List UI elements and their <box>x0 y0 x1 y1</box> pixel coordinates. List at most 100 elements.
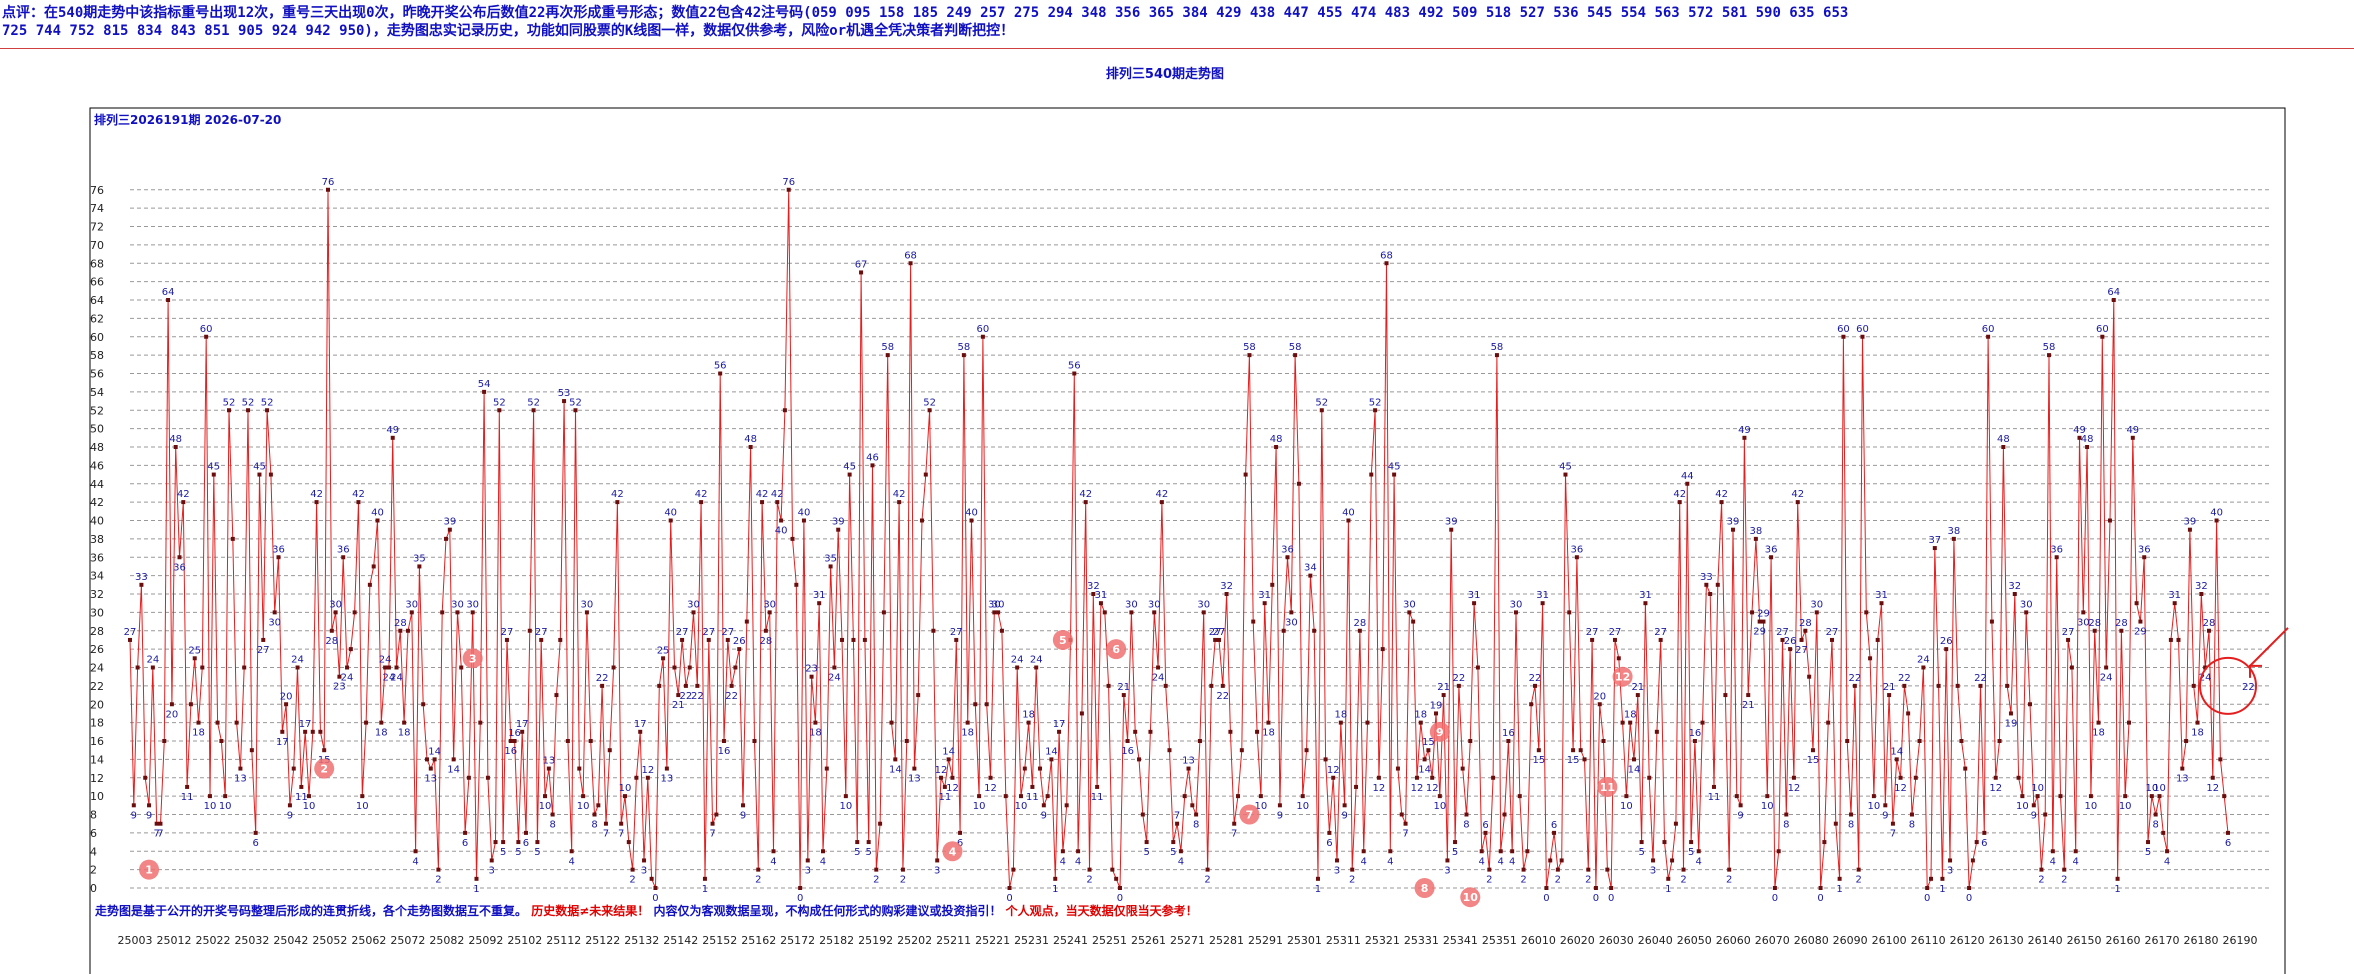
data-point <box>1578 748 1583 753</box>
x-tick-label: 26100 <box>1872 934 1907 947</box>
data-point-label: 52 <box>1315 397 1328 408</box>
data-point-label: 0 <box>1006 893 1012 904</box>
data-point-label: 48 <box>169 434 182 445</box>
data-point <box>1902 683 1907 688</box>
data-point-label: 27 <box>257 645 270 656</box>
data-point <box>1007 886 1012 890</box>
data-point-label: 12 <box>935 765 948 776</box>
data-point <box>1544 886 1549 890</box>
data-point-label: 56 <box>1068 361 1081 372</box>
data-point <box>162 739 167 743</box>
data-point <box>1312 628 1317 633</box>
y-tick-label: 38 <box>90 533 104 546</box>
data-point-label: 45 <box>253 462 266 473</box>
data-point-label: 5 <box>2145 847 2151 858</box>
data-point <box>440 610 445 615</box>
data-point <box>1970 858 1975 863</box>
data-point-label: 13 <box>2176 774 2189 785</box>
data-point-label: 21 <box>1883 682 1896 693</box>
x-tick-label: 26160 <box>2106 934 2141 947</box>
data-point-label: 2 <box>873 875 879 886</box>
data-point <box>474 876 479 881</box>
annotation-marker <box>1429 721 1450 742</box>
data-point <box>1711 784 1716 789</box>
data-point-label: 3 <box>1444 865 1450 876</box>
data-point <box>348 647 353 652</box>
data-point <box>1369 472 1374 477</box>
y-tick-label: 26 <box>90 643 104 656</box>
data-point <box>1536 748 1541 753</box>
data-point <box>973 702 978 707</box>
data-point-label: 18 <box>2092 728 2105 739</box>
data-point <box>1715 582 1720 587</box>
data-point <box>1106 683 1111 688</box>
data-point <box>1951 536 1956 541</box>
data-point <box>1361 849 1366 854</box>
data-point <box>988 775 993 780</box>
data-point-label: 32 <box>1220 581 1233 592</box>
data-point <box>626 840 631 845</box>
data-point <box>702 876 707 881</box>
y-tick-label: 30 <box>90 606 104 619</box>
data-point-label: 52 <box>493 397 506 408</box>
data-point-label: 11 <box>181 792 194 803</box>
x-tick-label: 26130 <box>1989 934 2024 947</box>
data-point <box>520 729 525 734</box>
data-point <box>718 371 723 376</box>
data-point-label: 52 <box>1369 397 1382 408</box>
data-point <box>809 674 814 679</box>
data-point <box>1517 794 1522 799</box>
data-point <box>977 794 982 799</box>
data-point-label: 45 <box>843 462 856 473</box>
data-point <box>1057 729 1062 734</box>
data-point <box>2088 794 2093 799</box>
data-point-label: 31 <box>1536 590 1549 601</box>
data-point <box>748 445 753 449</box>
data-point-label: 14 <box>889 764 902 775</box>
data-point <box>276 555 281 560</box>
data-point <box>1232 821 1237 826</box>
data-point <box>569 849 574 854</box>
data-point <box>261 637 266 642</box>
data-point-label: 8 <box>549 820 555 831</box>
data-point <box>2153 812 2158 817</box>
data-point <box>897 500 902 505</box>
data-point <box>2104 665 2109 670</box>
data-point-label: 5 <box>534 847 540 858</box>
data-point <box>1175 821 1180 826</box>
data-point-label: 6 <box>1482 820 1488 831</box>
data-point <box>1993 775 1998 780</box>
data-point <box>1357 628 1362 633</box>
data-point <box>1982 830 1987 835</box>
data-point-label: 5 <box>515 847 521 858</box>
data-point <box>1205 867 1210 872</box>
x-tick-label: 25182 <box>819 934 854 947</box>
data-point-label: 24 <box>1030 655 1043 666</box>
data-point <box>1449 527 1454 532</box>
data-point <box>1365 720 1370 725</box>
data-point-label: 39 <box>832 517 845 528</box>
data-point-label: 7 <box>157 829 163 840</box>
data-point <box>207 794 212 799</box>
data-point-label: 14 <box>428 746 441 757</box>
data-point <box>695 683 700 688</box>
x-tick-label: 25172 <box>780 934 815 947</box>
x-tick-label: 25152 <box>702 934 737 947</box>
data-point <box>1323 757 1328 762</box>
data-point <box>980 334 985 339</box>
data-point <box>1852 683 1857 688</box>
data-point <box>950 775 955 780</box>
data-point <box>428 766 433 771</box>
data-point <box>664 766 669 771</box>
data-point <box>1064 803 1069 808</box>
data-point <box>1955 683 1960 688</box>
data-point <box>1281 628 1286 633</box>
annotation-marker-label: 6 <box>1112 643 1120 656</box>
data-point-label: 11 <box>938 792 951 803</box>
data-point <box>303 729 308 734</box>
data-point <box>345 665 350 670</box>
data-point <box>341 555 346 560</box>
data-point <box>1144 840 1149 845</box>
data-point-label: 29 <box>2134 627 2147 638</box>
data-point <box>832 665 837 670</box>
